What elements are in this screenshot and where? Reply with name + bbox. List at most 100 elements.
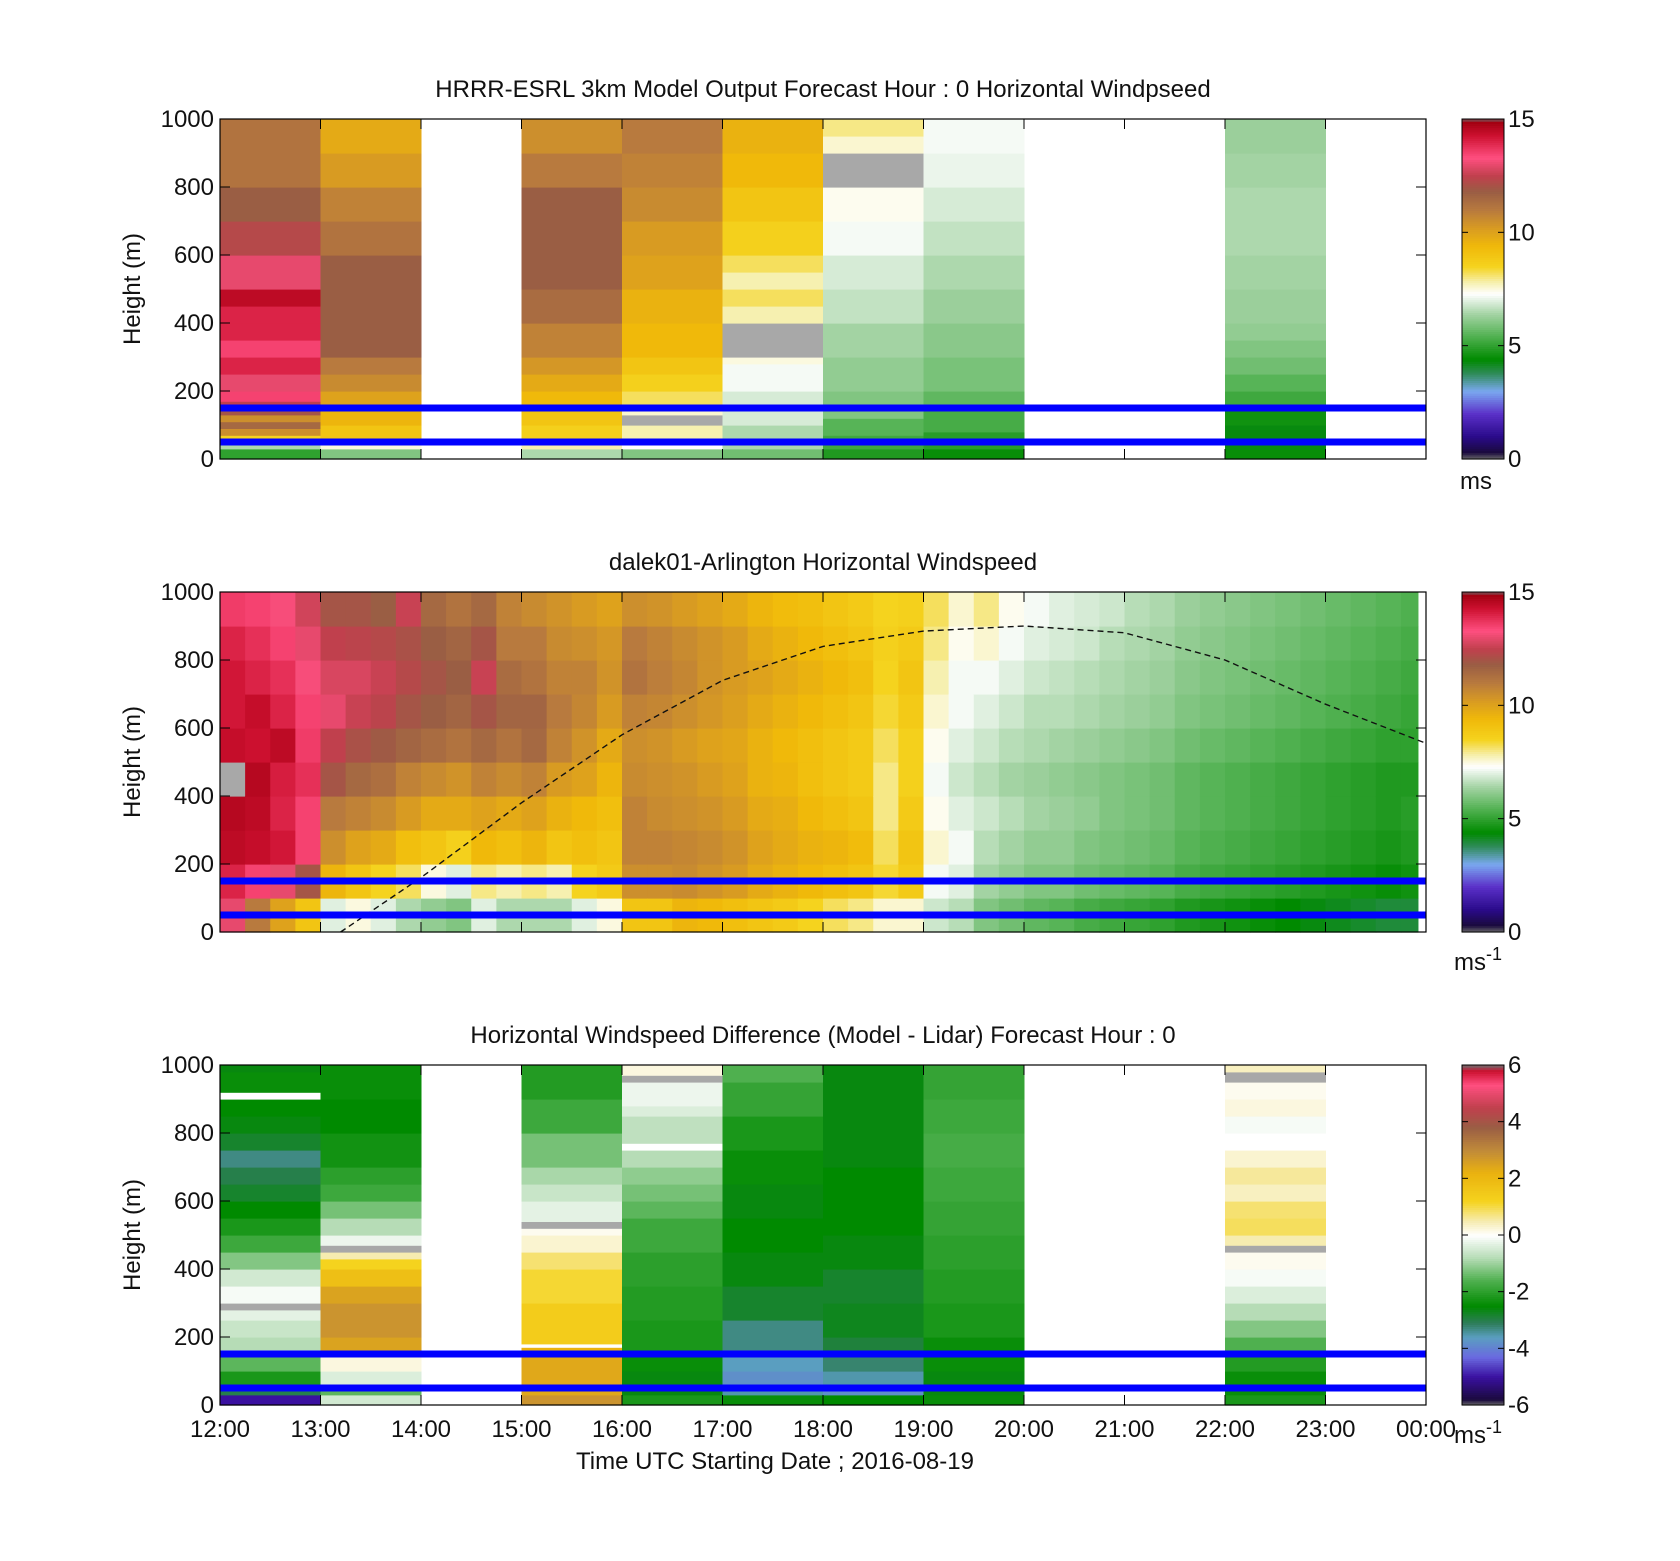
heatmap-cell (622, 1354, 723, 1372)
heatmap-cell (1350, 728, 1377, 763)
colorbar-swatch (1462, 354, 1504, 358)
heatmap-cell (546, 592, 573, 627)
heatmap-cell (823, 1133, 924, 1168)
colorbar-swatch (1462, 429, 1504, 432)
colorbar-swatch (1462, 745, 1504, 748)
heatmap-cell (622, 1184, 723, 1202)
dashed-curve (340, 625, 1427, 933)
heatmap-cell (622, 1320, 723, 1355)
heatmap-cell (521, 374, 623, 392)
heatmap-cell (747, 796, 774, 831)
heatmap-cell (672, 694, 698, 729)
heatmap-cell (220, 1218, 321, 1236)
colorbar-swatch (1462, 340, 1504, 343)
heatmap-cell (1174, 796, 1201, 831)
colorbar-swatch (1462, 369, 1504, 373)
colorbar-swatch (1462, 768, 1504, 772)
colorbar-swatch (1462, 1139, 1504, 1143)
heatmap-cell (973, 830, 1000, 865)
colorbar-swatch (1462, 1315, 1504, 1319)
heatmap-cell (546, 796, 573, 831)
colorbar-swatch (1462, 1385, 1504, 1389)
colorbar-swatch (1462, 329, 1504, 333)
heatmap-cell (370, 694, 397, 729)
colorbar-swatch (1462, 647, 1504, 650)
colorbar-swatch (1462, 259, 1504, 262)
heatmap-cell (220, 830, 246, 865)
colorbar-swatch (1462, 677, 1504, 680)
colorbar-swatch (1462, 1232, 1504, 1236)
heatmap-cell (1375, 796, 1402, 831)
heatmap-cell (220, 660, 246, 695)
heatmap-cell (270, 626, 296, 661)
x-tick-label: 15:00 (491, 1416, 551, 1443)
heatmap-cell (320, 762, 347, 797)
colorbar-swatch (1462, 337, 1504, 341)
heatmap-cell (1099, 830, 1125, 865)
colorbar-swatch (1462, 908, 1504, 912)
heatmap-cell (622, 408, 723, 416)
heatmap-cell (546, 660, 573, 695)
colorbar-swatch (1462, 679, 1504, 682)
colorbar-swatch (1462, 823, 1504, 827)
colorbar-swatch (1462, 382, 1504, 386)
y-tick-label: 400 (174, 1256, 214, 1283)
heatmap-cell (220, 1071, 321, 1093)
heatmap-cell (220, 391, 321, 402)
colorbar-swatch (1462, 893, 1504, 897)
heatmap-cell (571, 762, 598, 797)
heatmap-cell (622, 1105, 723, 1117)
colorbar-swatch (1462, 621, 1504, 625)
colorbar-swatch (1462, 386, 1504, 390)
colorbar-swatch (1462, 1256, 1504, 1259)
colorbar-swatch (1462, 289, 1504, 292)
colorbar-swatch (1462, 1071, 1504, 1075)
heatmap-cell (1400, 796, 1419, 831)
colorbar-swatch (1462, 361, 1504, 364)
heatmap-cell (823, 626, 849, 661)
heatmap-cell (998, 728, 1025, 763)
heatmap-cell (295, 694, 321, 729)
heatmap-cell (421, 728, 447, 763)
colorbar-swatch (1462, 1079, 1504, 1083)
colorbar-swatch (1462, 380, 1504, 384)
heatmap-cell (722, 1065, 824, 1083)
colorbar-swatch (1462, 1292, 1504, 1296)
heatmap-cell (496, 796, 522, 831)
colorbar-swatch (1462, 657, 1504, 661)
heatmap-cell (923, 592, 950, 627)
heatmap-cell (923, 255, 1025, 290)
colorbar-swatch (1462, 881, 1504, 884)
colorbar-swatch (1462, 1077, 1504, 1081)
colorbar-swatch (1462, 378, 1504, 381)
heatmap-cell (722, 1320, 824, 1355)
colorbar-tick-label: 5 (1508, 806, 1521, 833)
heatmap-cell (320, 830, 347, 865)
colorbar-swatch (1462, 263, 1504, 267)
colorbar-swatch (1462, 240, 1504, 243)
heatmap-cell (1350, 592, 1377, 627)
heatmap-cell (672, 762, 698, 797)
heatmap-cell (1024, 796, 1050, 831)
heatmap-cell (923, 1099, 1025, 1134)
colorbar-swatch (1462, 660, 1504, 663)
colorbar-swatch (1462, 1332, 1504, 1336)
heatmap-cell (823, 357, 924, 392)
colorbar-swatch (1462, 1328, 1504, 1332)
heatmap-cell (1225, 1394, 1326, 1406)
heatmap-cell (823, 796, 849, 831)
heatmap-cell (320, 694, 347, 729)
heatmap-cell (1225, 391, 1326, 409)
colorbar-swatch (1462, 265, 1504, 269)
colorbar-swatch (1462, 1111, 1504, 1115)
colorbar-swatch (1462, 189, 1504, 192)
colorbar-swatch (1462, 255, 1504, 258)
heatmap-cell (1049, 830, 1075, 865)
heatmap-cell (948, 728, 975, 763)
colorbar-swatch (1462, 602, 1504, 606)
colorbar-swatch (1462, 1288, 1504, 1291)
heatmap-cell (1225, 425, 1326, 450)
colorbar-swatch (1462, 798, 1504, 801)
heatmap-cell (220, 408, 321, 416)
heatmap-cell (421, 660, 447, 695)
